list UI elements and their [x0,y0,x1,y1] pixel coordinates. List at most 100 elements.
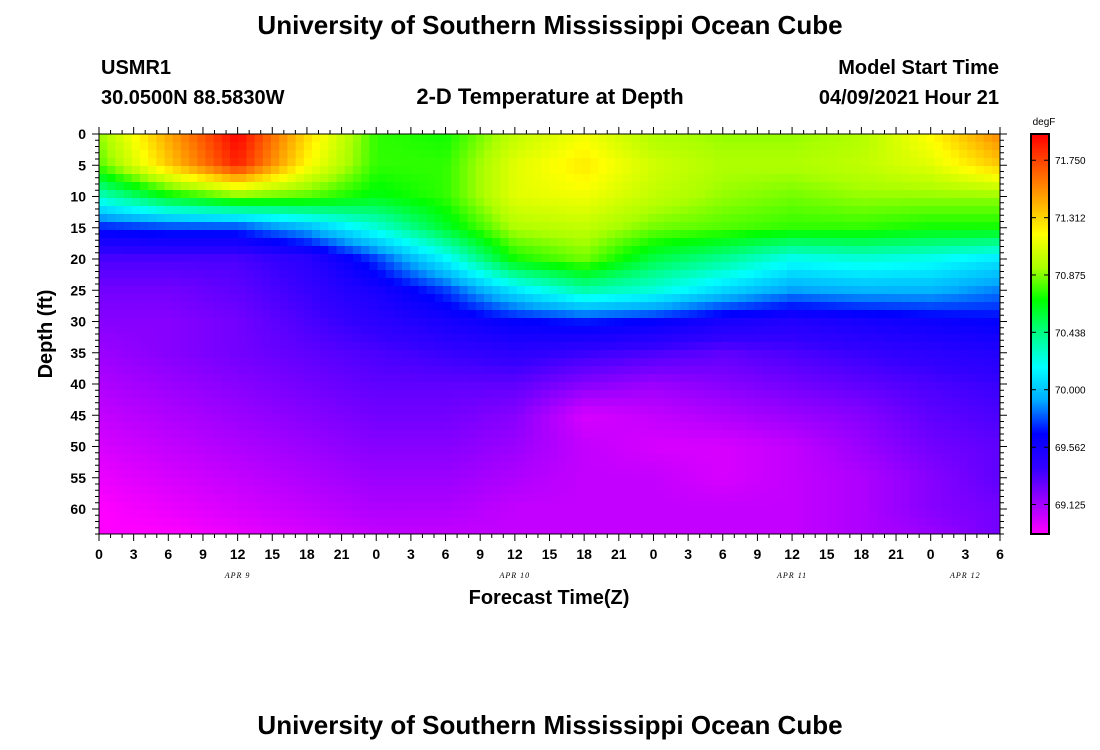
heatmap-cell [795,358,805,367]
heatmap-cell [787,286,796,295]
heatmap-cell [598,334,608,343]
heatmap-cell [156,382,166,391]
heatmap-cell [180,446,190,455]
heatmap-cell [516,198,526,207]
heatmap-cell [680,302,690,311]
heatmap-cell [467,470,477,479]
heatmap-cell [451,310,460,319]
heatmap-cell [918,166,927,175]
heatmap-cell [721,318,731,327]
heatmap-cell [688,454,698,463]
heatmap-cell [303,406,313,415]
heatmap-cell [606,334,616,343]
heatmap-cell [213,462,223,471]
heatmap-cell [819,358,829,367]
heatmap-cell [180,214,190,223]
heatmap-cell [655,390,665,399]
heatmap-cell [557,182,567,191]
heatmap-cell [410,486,420,495]
heatmap-cell [336,134,346,143]
heatmap-cell [148,278,157,287]
heatmap-cell [967,414,977,423]
heatmap-cell [361,230,370,239]
heatmap-cell [230,214,239,223]
heatmap-cell [950,470,960,479]
heatmap-cell [590,142,600,151]
heatmap-cell [467,390,477,399]
heatmap-cell [787,270,796,279]
heatmap-cell [762,270,772,279]
heatmap-cell [909,438,919,447]
heatmap-cell [819,166,829,175]
heatmap-cell [549,270,559,279]
heatmap-cell [934,374,944,383]
heatmap-cell [180,270,190,279]
heatmap-cell [483,190,493,199]
heatmap-cell [164,286,174,295]
heatmap-cell [672,222,682,231]
heatmap-cell [647,246,657,255]
heatmap-cell [311,166,321,175]
heatmap-cell [541,350,551,359]
heatmap-cell [811,214,821,223]
heatmap-cell [402,342,411,351]
heatmap-cell [418,462,428,471]
heatmap-cell [827,462,837,471]
heatmap-cell [942,406,952,415]
heatmap-cell [942,198,952,207]
heatmap-cell [983,358,993,367]
heatmap-cell [549,230,559,239]
heatmap-cell [492,262,501,271]
heatmap-cell [516,246,526,255]
heatmap-cell [959,246,968,255]
heatmap-cell [131,238,141,247]
heatmap-cell [975,350,985,359]
heatmap-cell [574,222,583,231]
heatmap-cell [877,438,886,447]
heatmap-cell [688,350,698,359]
heatmap-cell [664,254,673,263]
heatmap-cell [574,158,583,167]
heatmap-cell [655,374,665,383]
heatmap-cell [885,270,895,279]
heatmap-cell [500,358,510,367]
heatmap-cell [795,446,805,455]
heatmap-cell [451,462,460,471]
heatmap-cell [639,230,649,239]
heatmap-cell [246,214,256,223]
heatmap-cell [721,438,731,447]
heatmap-cell [377,446,387,455]
heatmap-cell [901,342,911,351]
heatmap-cell [664,270,673,279]
heatmap-cell [639,278,649,287]
heatmap-cell [574,238,583,247]
heatmap-cell [254,142,264,151]
heatmap-cell [164,398,174,407]
heatmap-cell [262,406,272,415]
heatmap-cell [189,214,198,223]
heatmap-cell [942,182,952,191]
heatmap-cell [328,254,338,263]
heatmap-cell [393,230,403,239]
heatmap-cell [385,134,395,143]
heatmap-cell [844,462,854,471]
heatmap-cell [746,454,755,463]
heatmap-cell [279,270,288,279]
heatmap-cell [787,334,796,343]
heatmap-cell [524,262,534,271]
heatmap-cell [139,342,149,351]
heatmap-cell [615,390,624,399]
heatmap-cell [787,198,796,207]
heatmap-cell [443,286,452,295]
heatmap-cell [606,350,616,359]
heatmap-cell [197,254,207,263]
heatmap-cell [123,390,133,399]
heatmap-cell [713,382,723,391]
heatmap-cell [230,382,239,391]
heatmap-cell [369,470,379,479]
heatmap-cell [410,438,420,447]
heatmap-cell [205,478,215,487]
heatmap-cell [303,182,313,191]
heatmap-cell [99,174,108,183]
heatmap-cell [672,430,682,439]
